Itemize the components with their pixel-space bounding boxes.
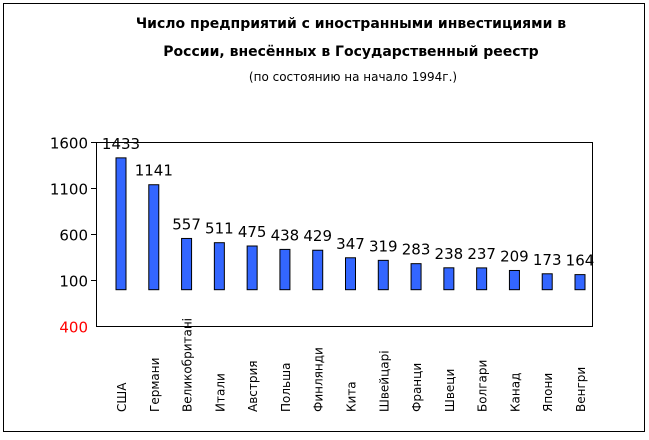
data-label: 475 [238, 223, 267, 241]
data-label: 173 [533, 251, 562, 269]
x-tick-label: Япони [541, 373, 555, 412]
x-tick-label: Швеци [443, 369, 457, 412]
chart-subtitle: (по состоянию на начало 1994г.) [249, 70, 457, 84]
x-tick-label: Германи [148, 358, 162, 412]
bar [312, 249, 324, 291]
chart-border [3, 3, 645, 432]
data-label: 347 [336, 235, 365, 253]
data-label: 1433 [102, 135, 140, 153]
bar [410, 263, 422, 291]
bar [508, 269, 520, 291]
bar [148, 184, 160, 291]
x-tick-label: Венгри [574, 367, 588, 412]
y-tick-label: 600 [59, 227, 88, 245]
x-tick-label: Канад [508, 373, 522, 412]
data-label: 429 [303, 227, 332, 245]
bar [541, 273, 553, 291]
x-tick-label: Болгари [476, 360, 490, 412]
x-tick-label: Кита [345, 381, 359, 412]
x-tick-label: Итали [213, 373, 227, 412]
data-label: 238 [435, 245, 464, 263]
bar [443, 267, 455, 291]
data-label: 237 [467, 245, 496, 263]
x-tick-label: США [115, 382, 129, 412]
data-label: 557 [172, 215, 201, 233]
x-tick-label: Швейцарі [377, 350, 391, 412]
bar [377, 259, 389, 291]
x-tick-label: Австрия [246, 360, 260, 412]
data-label: 209 [500, 247, 529, 265]
bar [279, 248, 291, 291]
data-label: 1141 [135, 162, 173, 180]
bar [181, 237, 193, 291]
data-label: 438 [271, 226, 300, 244]
chart-title: Число предприятий с иностранными инвести… [136, 16, 566, 32]
x-tick-label: Польша [279, 363, 293, 412]
data-label: 511 [205, 220, 234, 238]
data-label: 164 [566, 252, 595, 270]
data-label: 319 [369, 237, 398, 255]
chart-title-line2: России, внесённых в Государственный реес… [163, 44, 538, 60]
data-label: 283 [402, 241, 431, 259]
bar [213, 242, 225, 291]
x-tick-label: Франци [410, 363, 424, 412]
y-min-label: 400 [59, 319, 88, 337]
x-tick-label: Великобритані [181, 318, 195, 412]
bar [345, 257, 356, 291]
y-tick-label: 1600 [50, 135, 88, 153]
bar [476, 267, 488, 291]
x-tick-label: Финлянди [312, 347, 326, 412]
bar [246, 245, 258, 291]
y-tick-label: 100 [59, 273, 88, 291]
bar [574, 274, 586, 291]
bar [115, 157, 127, 291]
y-tick-label: 1100 [50, 181, 88, 199]
